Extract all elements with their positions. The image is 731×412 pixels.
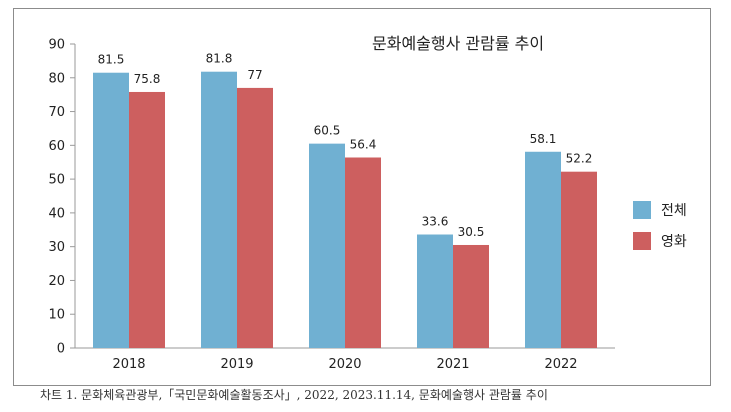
data-label: 75.8 <box>134 72 161 86</box>
bar-영화-2019 <box>237 87 273 349</box>
bar-전체-2018 <box>93 72 129 348</box>
y-tick-label: 40 <box>48 206 65 221</box>
data-label: 56.4 <box>350 137 377 151</box>
y-tick-label: 70 <box>48 105 65 120</box>
chart-title: 문화예술행사 관람률 추이 <box>372 34 545 53</box>
y-tick-label: 90 <box>48 38 65 53</box>
bar-영화-2018 <box>129 91 165 348</box>
legend-swatch <box>633 201 651 219</box>
bar-전체-2019 <box>201 71 237 348</box>
y-tick-label: 10 <box>48 308 65 323</box>
bar-전체-2022 <box>525 151 561 348</box>
legend-label: 전체 <box>661 203 687 219</box>
data-label: 81.5 <box>98 53 125 67</box>
data-label: 33.6 <box>422 215 449 229</box>
x-tick-label: 2020 <box>328 357 361 372</box>
x-tick-label: 2021 <box>436 357 469 372</box>
y-tick-label: 30 <box>48 240 65 255</box>
legend-label: 영화 <box>661 234 687 250</box>
y-tick-label: 20 <box>48 274 65 289</box>
bar-영화-2020 <box>345 157 381 348</box>
data-label: 30.5 <box>458 225 485 239</box>
y-tick-label: 50 <box>48 173 65 188</box>
x-tick-label: 2018 <box>112 357 145 372</box>
chart-bars <box>93 71 597 349</box>
y-tick-label: 80 <box>48 71 65 86</box>
bar-영화-2021 <box>453 244 489 348</box>
bar-전체-2021 <box>417 234 453 348</box>
bar-전체-2020 <box>309 143 345 348</box>
x-tick-label: 2022 <box>544 357 577 372</box>
bar-영화-2022 <box>561 171 597 348</box>
data-label: 60.5 <box>314 124 341 138</box>
y-tick-label: 60 <box>48 139 65 154</box>
legend-swatch <box>633 232 651 250</box>
data-label: 81.8 <box>206 52 233 66</box>
chart-data-labels: 81.5 75.8 81.8 77 60.5 56.4 33.6 30.5 58.1 52.2 <box>98 52 593 239</box>
data-label: 77 <box>247 68 262 82</box>
data-label: 58.1 <box>530 132 557 146</box>
x-tick-label: 2019 <box>220 357 253 372</box>
y-tick-label: 0 <box>57 342 65 357</box>
figure-caption: 차트 1. 문화체육관광부,「국민문화예술활동조사」, 2022, 2023.1… <box>40 388 548 402</box>
data-label: 52.2 <box>566 152 593 166</box>
